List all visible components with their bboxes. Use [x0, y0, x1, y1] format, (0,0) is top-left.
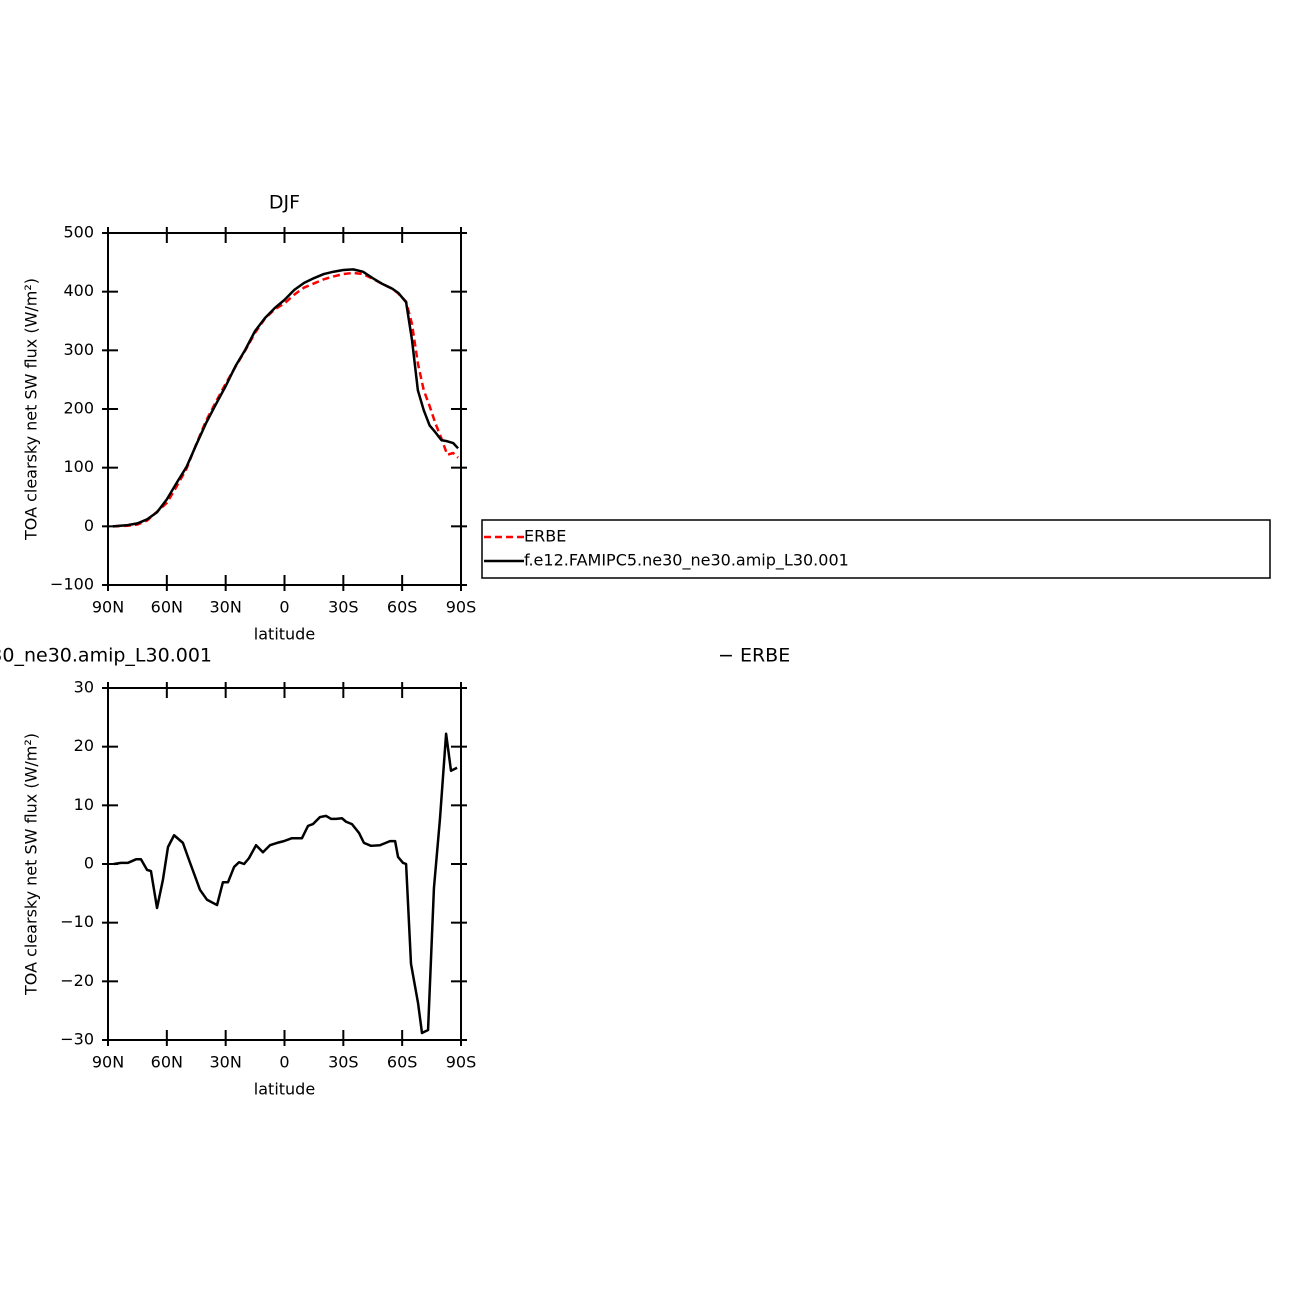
series-line: [113, 732, 458, 1035]
series-line: [112, 271, 459, 528]
y-tick-label: 200: [63, 399, 94, 418]
x-tick-label: 60N: [151, 598, 183, 617]
x-axis-label: latitude: [254, 1080, 315, 1099]
x-tick-label: 0: [279, 1053, 289, 1072]
x-tick-label: 90N: [92, 1053, 124, 1072]
y-tick-label: 0: [84, 516, 94, 535]
x-tick-label: 30S: [328, 598, 359, 617]
x-tick-label: 30N: [210, 1053, 242, 1072]
y-tick-label: −20: [60, 971, 94, 990]
y-tick-label: 0: [84, 854, 94, 873]
y-tick-label: −30: [60, 1030, 94, 1049]
y-tick-label: 30: [74, 678, 94, 697]
x-tick-label: 30N: [210, 598, 242, 617]
y-axis-label: TOA clearsky net SW flux (W/m²): [22, 278, 41, 541]
y-tick-label: 400: [63, 281, 94, 300]
series-line: [112, 268, 459, 528]
x-tick-label: 60S: [387, 1053, 418, 1072]
chart-title: DJF: [269, 192, 300, 214]
x-tick-label: 90S: [446, 1053, 477, 1072]
legend-box: [481, 519, 1271, 579]
y-tick-label: −100: [50, 575, 94, 594]
plot-frame: [107, 232, 462, 586]
x-tick-label: 30S: [328, 1053, 359, 1072]
chart-subtitle: − ERBE: [718, 645, 790, 667]
y-tick-label: 20: [74, 736, 94, 755]
y-tick-label: 100: [63, 457, 94, 476]
x-tick-label: 60S: [387, 598, 418, 617]
chart-title: f.e12.FAMIPC5.ne30_ne30.amip_L30.001: [0, 645, 212, 667]
x-axis-label: latitude: [254, 625, 315, 644]
y-tick-label: 500: [63, 223, 94, 242]
y-tick-label: 300: [63, 340, 94, 359]
x-tick-label: 90S: [446, 598, 477, 617]
x-tick-label: 0: [279, 598, 289, 617]
y-tick-label: −10: [60, 912, 94, 931]
x-tick-label: 90N: [92, 598, 124, 617]
y-axis-label: TOA clearsky net SW flux (W/m²): [22, 733, 41, 996]
y-tick-label: 10: [74, 795, 94, 814]
x-tick-label: 60N: [151, 1053, 183, 1072]
plot-frame: [107, 687, 462, 1041]
legend-label: f.e12.FAMIPC5.ne30_ne30.amip_L30.001: [524, 551, 849, 571]
legend-label: ERBE: [524, 527, 566, 546]
